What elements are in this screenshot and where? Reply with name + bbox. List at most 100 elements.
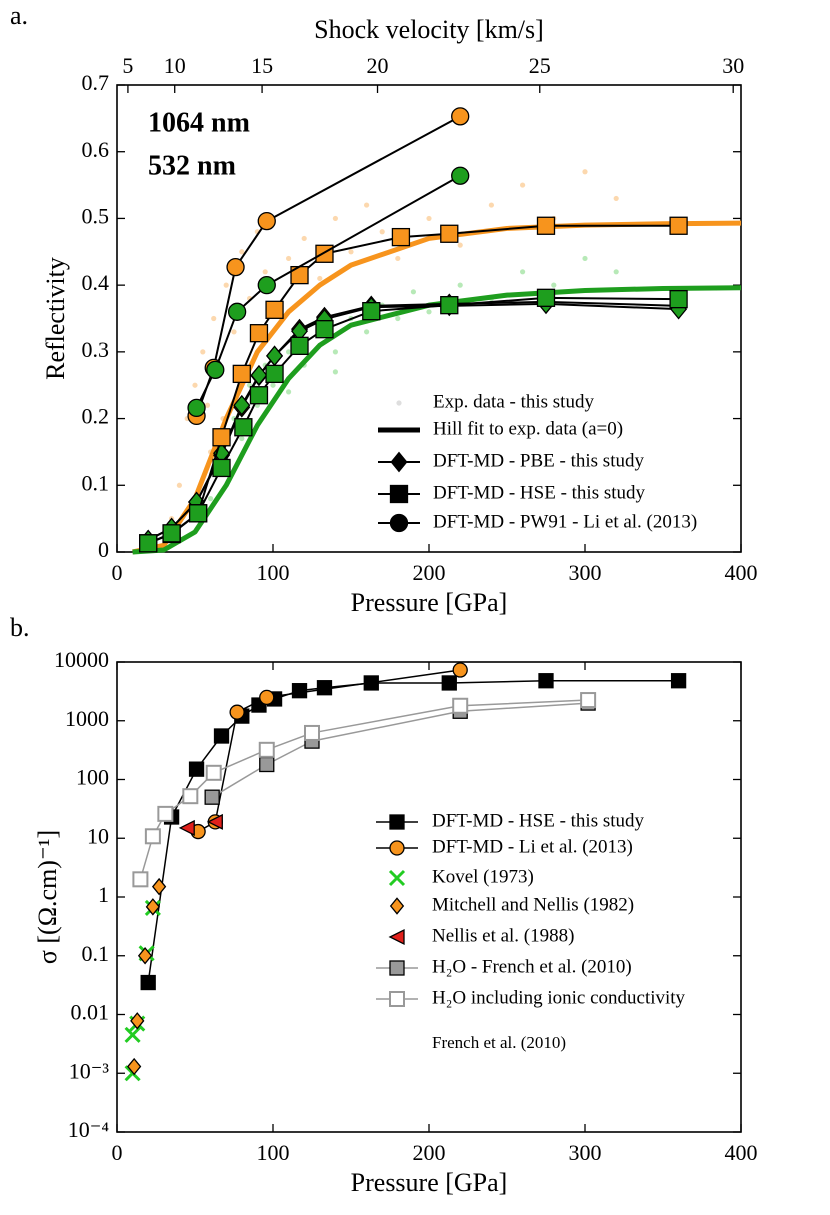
- y-tick-label: 1: [98, 882, 109, 907]
- data-point: [211, 315, 217, 322]
- series-line: [132, 285, 742, 555]
- panel-label: a.: [10, 1, 28, 30]
- data-point: [151, 877, 167, 896]
- y-tick-label: 0.2: [82, 404, 110, 429]
- data-point: [265, 364, 284, 384]
- data-point: [206, 360, 225, 380]
- data-point: [316, 680, 333, 696]
- data-point: [178, 819, 195, 836]
- data-point: [364, 329, 370, 335]
- x-axis-label: Pressure [GPa]: [351, 1168, 508, 1197]
- data-point: [451, 166, 470, 185]
- data-point: [231, 329, 237, 335]
- data-point: [580, 692, 597, 709]
- x2-tick-label: 30: [722, 53, 744, 78]
- legend-label: Kovel (1973): [432, 866, 534, 887]
- x-tick-label: 0: [112, 560, 123, 585]
- y-tick-label: 0.6: [82, 137, 110, 162]
- data-point: [212, 428, 231, 447]
- x-tick-label: 200: [413, 1140, 446, 1165]
- data-point: [270, 382, 276, 388]
- plot-frame: [116, 661, 742, 1133]
- data-point: [348, 249, 354, 255]
- x-tick-label: 100: [257, 560, 290, 585]
- data-point: [536, 216, 556, 235]
- data-point: [379, 229, 385, 235]
- legend-label: Mitchell and Nellis (1982): [432, 894, 634, 915]
- legend-label: H₂O including ionic conductivity: [432, 987, 686, 1008]
- legend-label: DFT-MD - PW91 - Li et al. (2013): [433, 511, 697, 532]
- data-point: [204, 402, 211, 408]
- x2-tick-label: 10: [164, 53, 186, 78]
- data-point: [332, 349, 338, 355]
- data-point: [613, 269, 619, 275]
- data-point: [232, 364, 251, 384]
- data-point: [669, 290, 688, 309]
- data-point: [200, 349, 206, 355]
- data-point: [452, 662, 468, 678]
- data-point: [440, 224, 459, 243]
- x-tick-label: 0: [112, 1140, 123, 1165]
- data-point: [188, 761, 205, 777]
- data-point: [452, 697, 469, 714]
- data-point: [315, 244, 334, 263]
- data-point: [176, 482, 182, 488]
- y-tick-label: 10: [87, 823, 109, 848]
- data-point: [457, 282, 463, 288]
- legend-label: DFT-MD - HSE - this study: [433, 482, 646, 503]
- legend-marker: [389, 960, 405, 976]
- data-point: [212, 458, 231, 478]
- data-point: [332, 369, 338, 375]
- data-point: [536, 288, 556, 307]
- data-point: [124, 1026, 141, 1043]
- data-point: [582, 255, 588, 262]
- y-tick-label: 100: [76, 765, 109, 790]
- legend-marker: [388, 869, 406, 887]
- data-point: [457, 242, 463, 248]
- data-point: [291, 683, 308, 699]
- data-point: [257, 211, 276, 231]
- data-point: [205, 764, 222, 781]
- data-point: [137, 947, 153, 965]
- data-point: [226, 257, 245, 277]
- data-point: [451, 107, 470, 126]
- data-point: [286, 255, 292, 262]
- x2-tick-label: 5: [122, 53, 133, 78]
- legend-label: H₂O - French et al. (2010): [432, 956, 632, 977]
- y-tick-label: 0.7: [82, 70, 110, 95]
- legend-marker: [390, 451, 408, 473]
- data-point: [257, 275, 276, 295]
- data-point: [127, 1057, 142, 1076]
- data-point: [317, 275, 323, 282]
- data-point: [286, 349, 292, 355]
- legend-marker: [389, 991, 405, 1007]
- data-point: [234, 418, 253, 437]
- data-point: [204, 789, 220, 805]
- data-point: [395, 255, 401, 262]
- data-point: [233, 394, 251, 416]
- data-point: [304, 724, 320, 741]
- x-axis-label: Pressure [GPa]: [351, 588, 508, 617]
- data-point: [364, 202, 370, 208]
- annotation: 1064 nm: [148, 107, 250, 138]
- series-line: [147, 679, 679, 983]
- data-point: [315, 320, 334, 339]
- data-point: [259, 756, 275, 773]
- data-point: [262, 269, 268, 275]
- data-point: [249, 324, 269, 343]
- data-point: [223, 282, 229, 288]
- y-axis-label: Reflectivity: [41, 257, 70, 380]
- y-tick-label: 10⁻⁴: [68, 1117, 110, 1142]
- data-point: [520, 269, 526, 275]
- data-point: [239, 249, 245, 255]
- y-axis-label: σ [(Ω.cm)⁻¹]: [33, 830, 62, 964]
- data-point: [582, 169, 588, 175]
- data-point: [258, 741, 275, 758]
- x2-tick-label: 20: [367, 53, 389, 78]
- data-point: [130, 1012, 145, 1030]
- data-point: [410, 289, 416, 295]
- data-point: [290, 336, 309, 356]
- y-tick-label: 0.01: [71, 1000, 110, 1025]
- x-tick-label: 400: [725, 560, 758, 585]
